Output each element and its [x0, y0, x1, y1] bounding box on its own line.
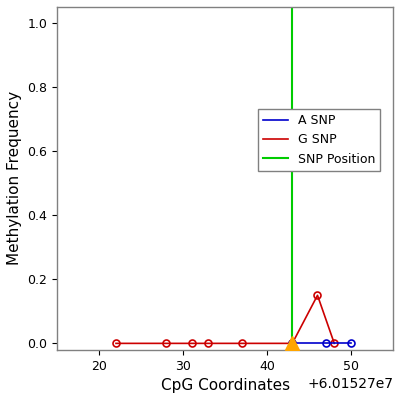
Legend: A SNP, G SNP, SNP Position: A SNP, G SNP, SNP Position — [258, 109, 380, 171]
Y-axis label: Methylation Frequency: Methylation Frequency — [7, 91, 22, 266]
X-axis label: CpG Coordinates: CpG Coordinates — [160, 378, 290, 393]
